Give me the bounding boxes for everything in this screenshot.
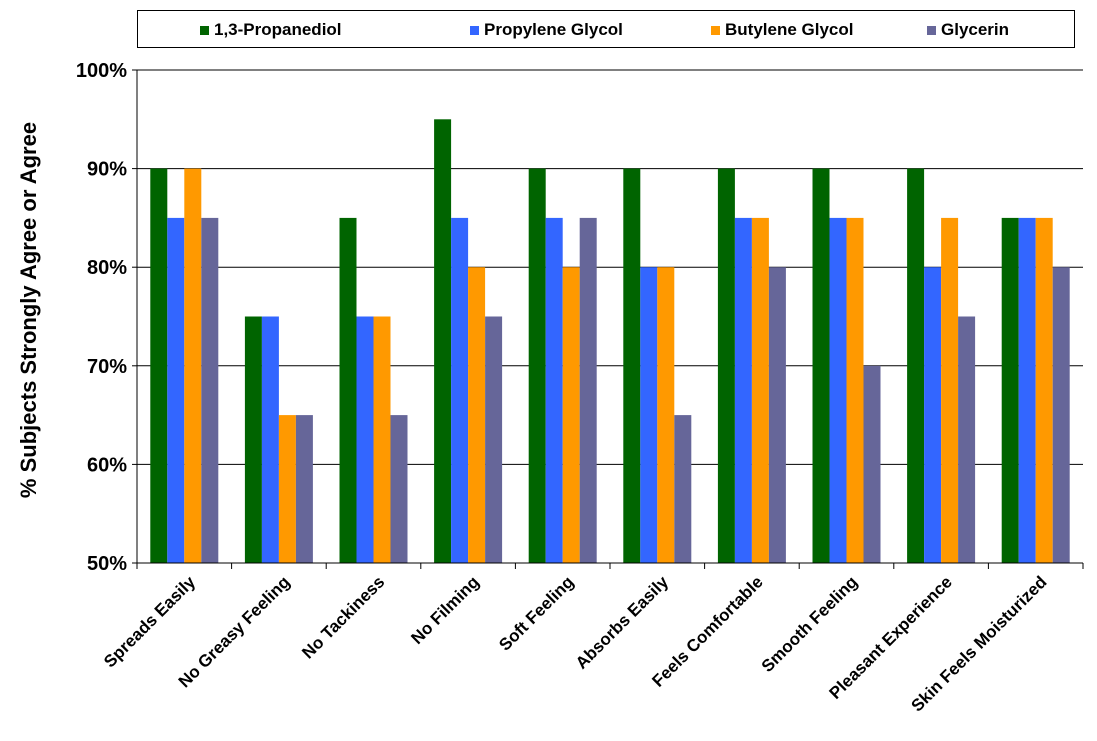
bar	[941, 217, 959, 563]
bar	[278, 415, 296, 563]
bar	[958, 316, 976, 563]
legend-item-propanediol: 1,3-Propanediol	[200, 11, 342, 49]
y-tick-label: 100%	[76, 60, 127, 82]
bar	[829, 217, 847, 563]
y-tick-label: 60%	[87, 454, 127, 476]
bar	[356, 316, 374, 563]
bar	[184, 168, 202, 563]
bar	[846, 217, 864, 563]
legend-label-glycerin: Glycerin	[941, 20, 1010, 39]
bar	[640, 267, 658, 563]
bar	[812, 168, 830, 563]
x-tick-label: Spreads Easily	[100, 572, 199, 671]
bar	[924, 267, 942, 563]
bar	[1018, 217, 1036, 563]
bar	[201, 217, 219, 563]
bar	[1035, 217, 1053, 563]
bar	[373, 316, 391, 563]
bar	[907, 168, 925, 563]
bar	[562, 267, 580, 563]
bar	[261, 316, 279, 563]
bar	[434, 119, 452, 564]
legend-item-glycerin: Glycerin	[927, 11, 1009, 49]
bar	[295, 415, 313, 563]
x-tick-label: Soft Feeling	[495, 572, 577, 654]
bar	[528, 168, 546, 563]
legend-label-propylene-glycol: Propylene Glycol	[484, 20, 623, 39]
legend-swatch-butylene-glycol	[711, 25, 720, 35]
bar	[657, 267, 675, 563]
legend-item-propylene-glycol: Propylene Glycol	[470, 11, 623, 49]
bar	[167, 217, 185, 563]
bar	[734, 217, 752, 563]
bar	[468, 267, 486, 563]
bar	[1001, 217, 1019, 563]
x-tick-label: No Tackiness	[298, 572, 388, 662]
bar	[674, 415, 692, 563]
y-axis-title: % Subjects Strongly Agree or Agree	[16, 122, 41, 498]
bar	[717, 168, 735, 563]
x-tick-label: Smooth Feeling	[758, 572, 862, 676]
legend-label-butylene-glycol: Butylene Glycol	[725, 20, 854, 39]
bar	[390, 415, 408, 563]
legend-swatch-glycerin	[927, 25, 936, 35]
x-tick-label: Absorbs Easily	[572, 572, 673, 673]
bar	[1052, 267, 1070, 563]
bar	[863, 365, 881, 563]
bar	[451, 217, 469, 563]
y-tick-label: 90%	[87, 159, 127, 181]
legend-swatch-propanediol	[200, 25, 209, 35]
bar	[485, 316, 503, 563]
legend: 1,3-Propanediol Propylene Glycol Butylen…	[137, 10, 1075, 48]
legend-swatch-propylene-glycol	[470, 25, 479, 35]
legend-label-propanediol: 1,3-Propanediol	[214, 20, 342, 39]
bar	[751, 217, 769, 563]
bar	[623, 168, 641, 563]
bar	[768, 267, 786, 563]
bar	[579, 217, 597, 563]
bar	[244, 316, 262, 563]
y-tick-label: 50%	[87, 553, 127, 575]
y-tick-label: 70%	[87, 356, 127, 378]
x-tick-label: No Filming	[407, 572, 483, 648]
bar	[545, 217, 563, 563]
bar	[339, 217, 357, 563]
bar	[150, 168, 168, 563]
y-tick-label: 80%	[87, 257, 127, 279]
legend-item-butylene-glycol: Butylene Glycol	[711, 11, 853, 49]
